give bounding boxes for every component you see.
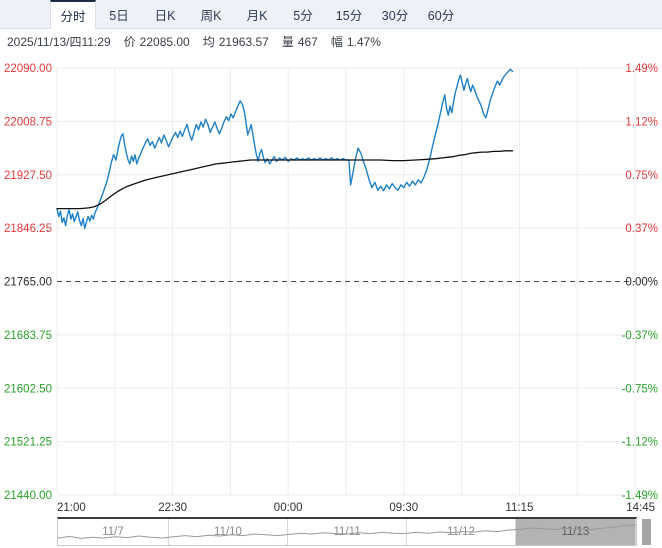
percent-axis-label: 1.49% bbox=[625, 63, 658, 75]
quote-field-label: 均 bbox=[202, 34, 215, 49]
quote-field-value: 467 bbox=[297, 34, 318, 49]
tab-period-5[interactable]: 5分 bbox=[293, 8, 313, 23]
period-tabbar: 分时 5日 日K 周K 月K 5分 15分 30分 60分 bbox=[0, 0, 662, 29]
price-axis-label: 21521.25 bbox=[4, 437, 52, 449]
tab-period-2[interactable]: 日K bbox=[154, 8, 176, 23]
quote-field-0: 价 22085.00 bbox=[124, 33, 190, 50]
navigator-day-11-10[interactable]: 11/10 bbox=[169, 519, 289, 545]
price-axis-label: 22008.75 bbox=[4, 116, 52, 128]
quote-field-value: 1.47% bbox=[346, 34, 381, 49]
time-axis-label: 22:30 bbox=[158, 502, 187, 514]
quote-field-value: 22085.00 bbox=[139, 34, 190, 49]
quote-field-label: 价 bbox=[123, 34, 136, 49]
price-axis-label: 21683.75 bbox=[4, 330, 52, 342]
price-line bbox=[56, 68, 514, 230]
percent-axis-label: 0.37% bbox=[625, 223, 658, 235]
average-line bbox=[56, 150, 514, 210]
intraday-chart[interactable]: 22090.00 1.49% 22008.75 1.12% 21927.50 0.75% 2… bbox=[0, 52, 662, 516]
tab-period-8[interactable]: 60分 bbox=[427, 8, 455, 23]
percent-axis-label: -1.49% bbox=[622, 490, 658, 502]
price-axis-label: 21765.00 bbox=[4, 277, 52, 289]
tab-period-4[interactable]: 月K bbox=[246, 8, 268, 23]
time-axis-label: 00:00 bbox=[274, 502, 303, 514]
percent-axis-label: 1.12% bbox=[625, 116, 658, 128]
time-axis-label: 21:00 bbox=[57, 502, 86, 514]
tab-fenshi[interactable]: 分时 bbox=[50, 0, 96, 29]
quote-field-3: 幅 1.47% bbox=[331, 33, 381, 50]
quote-field-1: 均 21963.57 bbox=[203, 33, 269, 50]
price-axis-label: 21927.50 bbox=[4, 170, 52, 182]
quote-field-label: 幅 bbox=[330, 34, 343, 49]
tab-period-6[interactable]: 15分 bbox=[335, 8, 363, 23]
tab-period-3[interactable]: 周K bbox=[200, 8, 222, 23]
tab-period-1[interactable]: 5日 bbox=[109, 8, 129, 23]
quote-datetime: 2025/11/13/四11:29 bbox=[7, 34, 111, 49]
time-axis-label: 14:45 bbox=[626, 502, 655, 514]
quote-infobar: 2025/11/13/四11:29 价 22085.00 均 21963.57 量 467… bbox=[7, 31, 657, 51]
price-axis-label: 21440.00 bbox=[4, 490, 52, 502]
date-navigator: 11/7 11/10 11/11 11/12 11/13 bbox=[57, 517, 637, 546]
navigator-scroll-handle[interactable] bbox=[642, 519, 651, 545]
quote-field-label: 量 bbox=[281, 34, 294, 49]
percent-axis-label: -0.37% bbox=[622, 330, 658, 342]
navigator-day-11-12[interactable]: 11/12 bbox=[407, 519, 516, 545]
time-axis-label: 09:30 bbox=[389, 502, 418, 514]
price-axis-label: 21846.25 bbox=[4, 223, 52, 235]
percent-axis-label: -1.12% bbox=[622, 437, 658, 449]
navigator-day-11-7[interactable]: 11/7 bbox=[58, 519, 169, 545]
quote-field-2: 量 467 bbox=[282, 33, 318, 50]
price-axis-label: 21602.50 bbox=[4, 383, 52, 395]
price-axis-label: 22090.00 bbox=[4, 63, 52, 75]
time-axis-label: 11:15 bbox=[505, 502, 533, 514]
navigator-day-11-11[interactable]: 11/11 bbox=[288, 519, 408, 545]
tab-period-7[interactable]: 30分 bbox=[381, 8, 409, 23]
percent-axis-label: -0.75% bbox=[622, 383, 658, 395]
percent-axis-label: 0.75% bbox=[625, 170, 658, 182]
quote-field-value: 21963.57 bbox=[218, 34, 269, 49]
percent-axis-label: 0.00% bbox=[625, 277, 658, 289]
navigator-day-11-13[interactable]: 11/13 bbox=[515, 519, 636, 545]
